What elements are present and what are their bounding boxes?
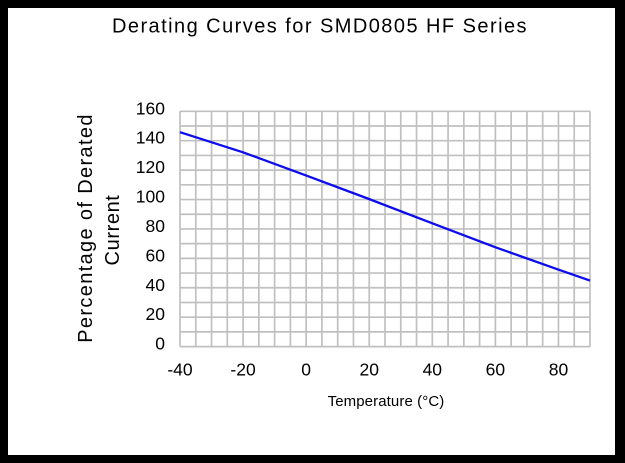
- svg-text:-40: -40: [167, 360, 193, 380]
- svg-text:Derating Curves for SMD0805 HF: Derating Curves for SMD0805 HF Series: [112, 16, 528, 38]
- svg-text:20: 20: [359, 360, 379, 380]
- svg-text:60: 60: [486, 360, 506, 380]
- svg-text:160: 160: [136, 98, 165, 118]
- svg-text:0: 0: [301, 360, 311, 380]
- svg-text:20: 20: [146, 304, 166, 324]
- svg-text:-20: -20: [230, 360, 256, 380]
- svg-text:80: 80: [549, 360, 569, 380]
- svg-text:Percentage of Derated: Percentage of Derated: [75, 113, 97, 343]
- svg-text:40: 40: [146, 275, 166, 295]
- svg-text:Current: Current: [102, 195, 124, 266]
- svg-text:140: 140: [136, 128, 165, 148]
- svg-text:100: 100: [136, 187, 165, 207]
- svg-text:Temperature (°C): Temperature (°C): [328, 393, 445, 410]
- svg-text:60: 60: [146, 245, 166, 265]
- svg-text:0: 0: [155, 334, 165, 354]
- svg-text:120: 120: [136, 157, 165, 177]
- svg-text:80: 80: [146, 216, 166, 236]
- svg-text:40: 40: [423, 360, 443, 380]
